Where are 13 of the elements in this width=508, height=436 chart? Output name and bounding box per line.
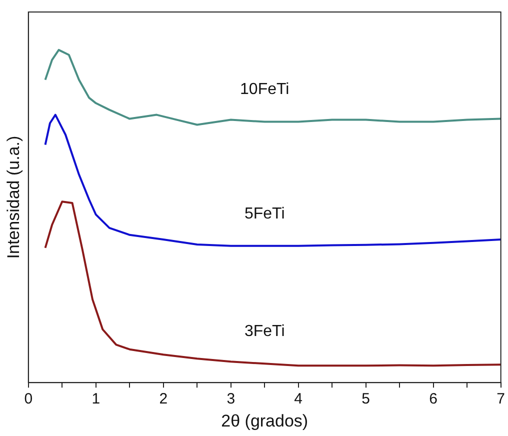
- series-label: 3FeTi: [244, 323, 285, 340]
- x-tick-label: 3: [226, 390, 236, 408]
- x-tick-label: 4: [294, 390, 303, 408]
- x-tick-label: 0: [24, 390, 33, 408]
- series-label: 10FeTi: [240, 81, 290, 98]
- x-tick-label: 6: [429, 390, 438, 408]
- x-tick-label: 7: [496, 390, 505, 408]
- x-axis-title: 2θ (grados): [221, 411, 308, 430]
- y-axis-title: Intensidad (u.a.): [4, 136, 23, 259]
- x-tick-label: 1: [92, 390, 100, 408]
- x-tick-label: 2: [159, 390, 168, 408]
- x-tick-label: 5: [362, 390, 370, 408]
- series-label: 5FeTi: [244, 205, 285, 222]
